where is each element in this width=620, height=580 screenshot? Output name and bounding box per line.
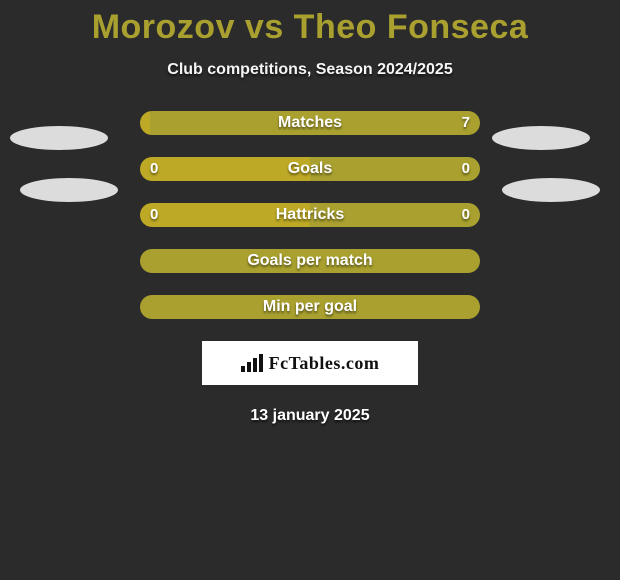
stat-bar-track bbox=[140, 157, 480, 181]
decor-ellipse bbox=[10, 126, 108, 150]
stat-bar: Goals00 bbox=[140, 157, 480, 181]
stat-bar-left-fill bbox=[140, 111, 150, 135]
stat-bar-right-fill bbox=[310, 203, 480, 227]
stat-bar-left-fill bbox=[140, 203, 310, 227]
chart-bars-icon bbox=[241, 354, 263, 372]
stat-bar-track bbox=[140, 203, 480, 227]
brand-text: FcTables.com bbox=[269, 353, 380, 374]
snapshot-date: 13 january 2025 bbox=[0, 407, 620, 425]
stat-bar: Matches7 bbox=[140, 111, 480, 135]
page-subtitle: Club competitions, Season 2024/2025 bbox=[0, 61, 620, 79]
stat-bar-right-fill bbox=[310, 157, 480, 181]
brand-badge: FcTables.com bbox=[202, 341, 418, 385]
decor-ellipse bbox=[502, 178, 600, 202]
page-title: Morozov vs Theo Fonseca bbox=[0, 0, 620, 47]
stat-bar-track bbox=[140, 295, 480, 319]
decor-ellipse bbox=[20, 178, 118, 202]
comparison-card: Morozov vs Theo Fonseca Club competition… bbox=[0, 0, 620, 580]
stat-bar-track bbox=[140, 111, 480, 135]
stat-bar: Goals per match bbox=[140, 249, 480, 273]
stat-bar-left-fill bbox=[140, 157, 310, 181]
stat-bar: Min per goal bbox=[140, 295, 480, 319]
decor-ellipse bbox=[492, 126, 590, 150]
stat-bar-track bbox=[140, 249, 480, 273]
stat-bar-right-fill bbox=[150, 111, 480, 135]
stat-bar: Hattricks00 bbox=[140, 203, 480, 227]
